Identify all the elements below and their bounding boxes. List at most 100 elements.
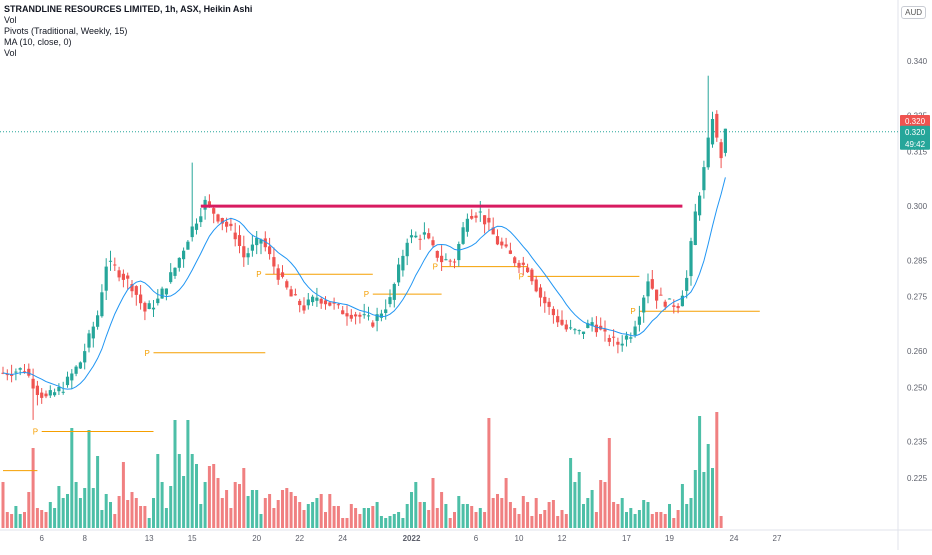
volume-bar	[414, 482, 418, 528]
moving-average-line	[2, 177, 726, 390]
candle-body	[672, 305, 676, 307]
candle-body	[40, 392, 44, 398]
volume-bar	[311, 502, 315, 528]
volume-bar	[35, 508, 39, 528]
currency-unit-badge[interactable]: AUD	[901, 6, 926, 19]
volume-bar	[405, 504, 409, 528]
volume-bar	[427, 510, 431, 528]
candle-body	[151, 307, 156, 310]
volume-bar	[100, 510, 104, 528]
candle-body	[581, 331, 586, 334]
candle-body	[405, 242, 409, 257]
volume-bar	[616, 504, 620, 528]
volume-bar	[121, 462, 125, 528]
candle-body	[465, 218, 469, 232]
candle-body	[616, 341, 620, 345]
countdown-text: 49:42	[905, 140, 926, 149]
candle-body	[710, 119, 715, 145]
volume-bar	[706, 444, 710, 528]
volume-bar	[173, 420, 177, 528]
candle-body	[358, 314, 362, 317]
volume-bar	[126, 500, 130, 528]
volume-bar	[302, 510, 306, 528]
candle-body	[311, 296, 315, 303]
candle-body	[212, 208, 216, 214]
time-tick-label: 10	[515, 534, 524, 543]
volume-bar	[349, 504, 353, 528]
candle-body	[448, 260, 452, 262]
legend-pivots: Pivots (Traditional, Weekly, 15)	[4, 26, 128, 36]
volume-bar	[27, 492, 31, 528]
volume-bar	[388, 516, 392, 528]
candle-body	[194, 223, 199, 230]
volume-bar	[539, 514, 542, 528]
price-tick-label: 0.225	[907, 474, 928, 483]
volume-bar	[306, 504, 310, 528]
volume-bar	[160, 482, 164, 528]
candle-body	[263, 238, 267, 248]
candle-body	[650, 279, 654, 289]
volume-bar	[603, 482, 607, 528]
volume-bar	[444, 504, 448, 528]
volume-bar	[500, 498, 504, 528]
volume-bar	[66, 494, 69, 528]
candle-body	[607, 338, 611, 342]
candle-body	[117, 270, 121, 278]
volume-bar	[91, 488, 95, 528]
candle-body	[173, 267, 177, 276]
candle-body	[483, 215, 487, 225]
candle-body	[182, 250, 186, 260]
volume-bar	[44, 512, 48, 528]
volume-bar	[650, 514, 654, 528]
candle-body	[48, 390, 52, 396]
volume-bar	[117, 496, 121, 528]
candle-body	[126, 275, 130, 279]
volume-bar	[530, 516, 534, 528]
price-tick-label: 0.340	[907, 57, 928, 66]
volume-bar	[702, 472, 706, 528]
volume-bar	[483, 512, 487, 528]
volume-bar	[182, 476, 186, 528]
volume-bar	[693, 470, 697, 528]
candle-body	[225, 221, 229, 227]
candle-body	[216, 214, 220, 222]
candle-body	[573, 329, 577, 331]
volume-bar	[431, 478, 435, 528]
volume-bar	[61, 498, 65, 528]
volume-bar	[655, 512, 659, 528]
candle-body	[121, 273, 125, 280]
candle-body	[461, 227, 465, 244]
candle-body	[457, 244, 461, 261]
candle-body	[362, 314, 366, 316]
volume-bar	[573, 482, 577, 528]
time-tick-label: 12	[558, 534, 567, 543]
volume-bar	[392, 514, 396, 528]
volume-bar	[465, 504, 469, 528]
candle-body	[177, 257, 181, 268]
candle-body	[642, 297, 646, 313]
volume-bar	[212, 464, 216, 528]
volume-bar	[564, 514, 568, 528]
candle-body	[422, 232, 426, 235]
candle-body	[685, 277, 689, 291]
candle-body	[349, 314, 353, 319]
candle-body	[371, 322, 375, 327]
candle-body	[594, 324, 598, 333]
candle-body	[603, 329, 607, 332]
price-badge-green-text: 0.320	[905, 128, 926, 137]
candle-body	[61, 391, 65, 393]
volume-bar	[1, 482, 5, 528]
pivot-label: P	[519, 272, 524, 281]
candle-body	[418, 238, 422, 240]
volume-bar	[594, 512, 598, 528]
candle-body	[508, 250, 512, 254]
legend-vol: Vol	[4, 15, 17, 25]
time-tick-label: 24	[730, 534, 739, 543]
volume-bar	[186, 420, 190, 528]
time-tick-label: 2022	[403, 534, 421, 543]
time-tick-label: 24	[338, 534, 347, 543]
volume-bar	[470, 506, 474, 528]
candle-body	[169, 272, 173, 283]
